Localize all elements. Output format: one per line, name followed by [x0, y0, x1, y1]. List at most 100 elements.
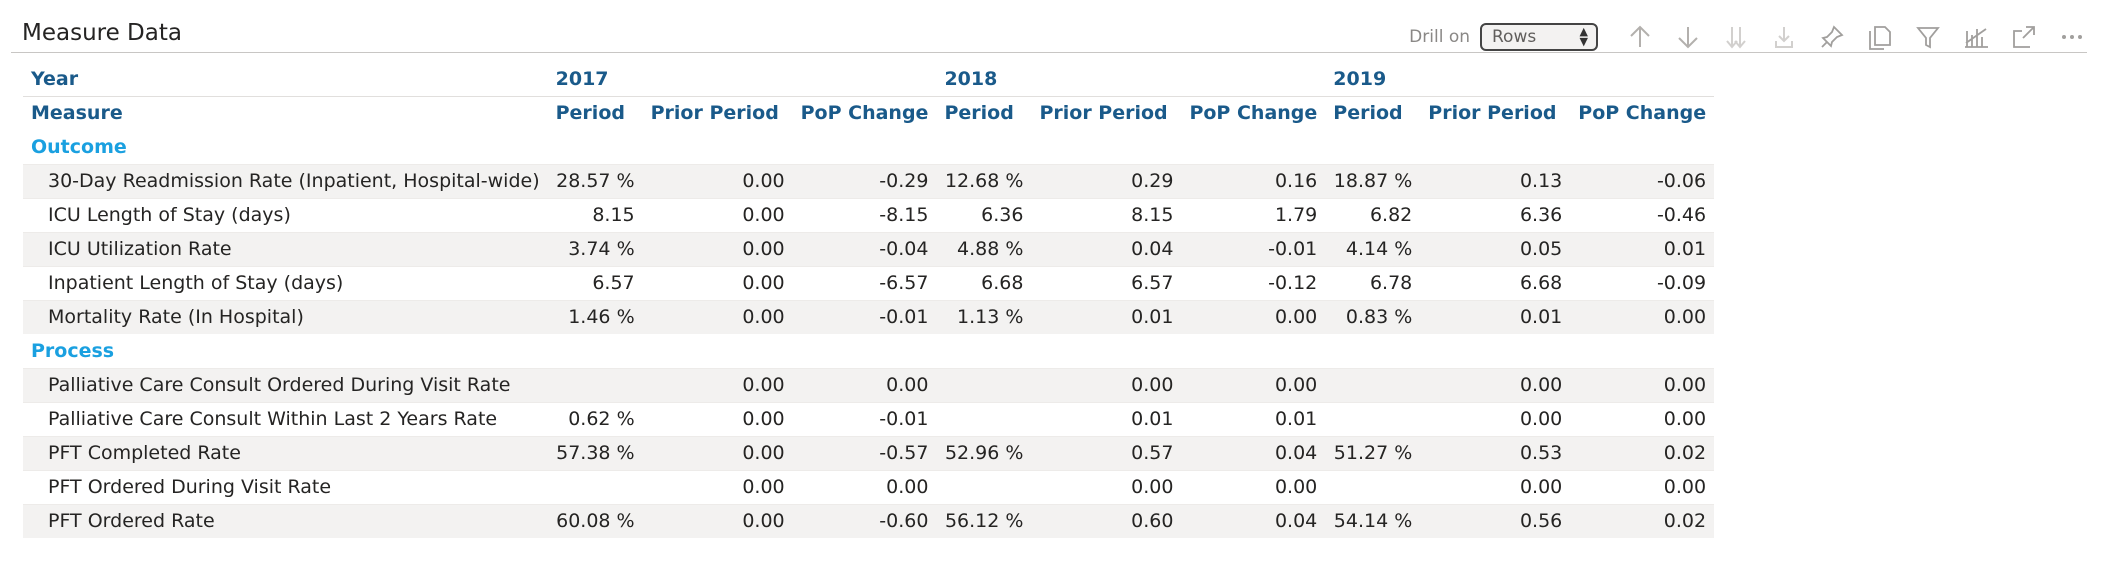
- value-cell: 0.57: [1031, 435, 1182, 470]
- value-cell: -0.09: [1570, 265, 1715, 300]
- visual-header-toolbar: Drill on Rows ▲ ▼: [1409, 20, 2096, 54]
- value-cell: [936, 469, 1032, 504]
- value-cell: 1.13 %: [936, 299, 1032, 334]
- year-header-label[interactable]: Year: [23, 62, 548, 97]
- value-cell: 0.00: [1181, 299, 1326, 334]
- table-row[interactable]: Mortality Rate (In Hospital) 1.46 % 0.00 -0…: [23, 299, 1715, 334]
- value-cell: 0.00: [1420, 401, 1571, 436]
- year-2017-header[interactable]: 2017: [547, 62, 937, 97]
- value-cell: 0.01: [1570, 231, 1715, 266]
- value-cell: 54.14 %: [1325, 503, 1421, 538]
- column-header-pop-change[interactable]: PoP Change: [1578, 102, 1707, 125]
- arrow-up-icon[interactable]: [1616, 20, 1664, 54]
- value-cell: -0.06: [1570, 163, 1715, 198]
- value-cell: 0.04: [1181, 435, 1326, 470]
- value-cell: 0.00: [1570, 299, 1715, 334]
- table-row[interactable]: PFT Completed Rate 57.38 % 0.00 -0.57 52.96 …: [23, 435, 1715, 470]
- table-row[interactable]: Inpatient Length of Stay (days) 6.57 0.00-…: [23, 265, 1715, 300]
- value-cell: -0.46: [1570, 197, 1715, 232]
- table-row[interactable]: ICU Utilization Rate 3.74 % 0.00 -0.04 4.88 …: [23, 231, 1715, 266]
- value-cell: 0.02: [1570, 503, 1715, 538]
- value-cell: -0.01: [1181, 231, 1326, 266]
- value-cell: 0.00: [642, 367, 793, 402]
- value-cell: 4.14 %: [1325, 231, 1421, 266]
- analytics-icon[interactable]: [1952, 20, 2000, 54]
- value-cell: 0.56: [1420, 503, 1571, 538]
- value-cell: 18.87 %: [1325, 163, 1421, 198]
- value-cell: 6.82: [1325, 197, 1421, 232]
- value-cell: 8.15: [1031, 197, 1182, 232]
- value-cell: 0.16: [1181, 163, 1326, 198]
- column-header-period[interactable]: Period: [555, 102, 625, 125]
- value-cell: 52.96 %: [936, 435, 1032, 470]
- group-empty-cell: [548, 334, 643, 368]
- drill-on-select[interactable]: Rows ▲ ▼: [1480, 23, 1598, 51]
- group-empty-cell: [1031, 130, 1181, 164]
- copy-icon[interactable]: [1856, 20, 1904, 54]
- value-cell: 6.57: [1031, 265, 1182, 300]
- column-header-prior-period[interactable]: Prior Period: [1039, 102, 1168, 125]
- value-cell: 0.00: [642, 163, 793, 198]
- group-empty-cell: [1570, 130, 1714, 164]
- table-row[interactable]: PFT Ordered During Visit Rate 0.00 0.00 0.0…: [23, 469, 1715, 504]
- year-2018-header[interactable]: 2018: [936, 62, 1326, 97]
- value-cell: 3.74 %: [547, 231, 643, 266]
- table-row[interactable]: Palliative Care Consult Ordered During V…: [23, 367, 1715, 402]
- group-empty-cell: [643, 130, 793, 164]
- column-header-prior-period[interactable]: Prior Period: [650, 102, 779, 125]
- value-cell: 0.00: [1570, 401, 1715, 436]
- value-cell: 0.04: [1181, 503, 1326, 538]
- value-cell: 0.04: [1031, 231, 1182, 266]
- value-cell: 28.57 %: [547, 163, 643, 198]
- value-cell: [1325, 367, 1421, 402]
- group-empty-cell: [1181, 130, 1325, 164]
- group-empty-cell: [1181, 334, 1325, 368]
- group-empty-cell: [643, 334, 793, 368]
- value-cell: [1325, 401, 1421, 436]
- measure-name-cell: Palliative Care Consult Ordered During V…: [23, 367, 548, 402]
- focus-mode-icon[interactable]: [2000, 20, 2048, 54]
- filter-icon[interactable]: [1904, 20, 1952, 54]
- value-cell: -0.29: [792, 163, 937, 198]
- value-cell: 0.00: [642, 299, 793, 334]
- value-cell: -0.01: [792, 299, 937, 334]
- double-arrow-down-icon[interactable]: [1712, 20, 1760, 54]
- group-empty-cell: [793, 334, 937, 368]
- value-cell: [936, 367, 1032, 402]
- group-header[interactable]: Process: [31, 339, 115, 362]
- value-cell: -0.60: [792, 503, 937, 538]
- drill-on-label: Drill on: [1409, 27, 1470, 47]
- column-header-pop-change[interactable]: PoP Change: [1189, 102, 1318, 125]
- value-cell: 0.62 %: [547, 401, 643, 436]
- group-header[interactable]: Outcome: [31, 135, 127, 158]
- column-header-period[interactable]: Period: [1333, 102, 1403, 125]
- table-row[interactable]: Palliative Care Consult Within Last 2 Ye…: [23, 401, 1715, 436]
- value-cell: [547, 469, 643, 504]
- value-cell: 6.78: [1325, 265, 1421, 300]
- column-header-pop-change[interactable]: PoP Change: [800, 102, 929, 125]
- column-header-prior-period[interactable]: Prior Period: [1428, 102, 1557, 125]
- group-row: Process: [23, 334, 1714, 368]
- arrow-down-icon[interactable]: [1664, 20, 1712, 54]
- value-cell: 0.00: [642, 401, 793, 436]
- measure-name-cell: PFT Completed Rate: [23, 435, 548, 470]
- year-2019-header[interactable]: 2019: [1325, 62, 1715, 97]
- measure-header-label[interactable]: Measure: [31, 102, 123, 125]
- measure-name-cell: Inpatient Length of Stay (days): [23, 265, 548, 300]
- group-empty-cell: [1325, 130, 1420, 164]
- value-cell: 6.68: [936, 265, 1032, 300]
- value-cell: 0.00: [792, 469, 937, 504]
- value-cell: -8.15: [792, 197, 937, 232]
- column-header-period[interactable]: Period: [944, 102, 1014, 125]
- pin-icon[interactable]: [1808, 20, 1856, 54]
- expand-down-icon[interactable]: [1760, 20, 1808, 54]
- value-cell: 0.00: [1031, 469, 1182, 504]
- value-cell: 0.00: [642, 503, 793, 538]
- table-row[interactable]: PFT Ordered Rate 60.08 % 0.00 -0.60 56.12 % 0…: [23, 503, 1715, 538]
- table-row[interactable]: ICU Length of Stay (days) 8.15 0.00 -8.15 6.…: [23, 197, 1715, 232]
- measure-header-row: Measure Period Prior Period PoP Change P…: [23, 96, 1714, 130]
- value-cell: 0.00: [1570, 367, 1715, 402]
- table-row[interactable]: 30-Day Readmission Rate (Inpatient, Hosp…: [23, 163, 1715, 198]
- measure-name-cell: Palliative Care Consult Within Last 2 Ye…: [23, 401, 548, 436]
- more-options-icon[interactable]: [2048, 20, 2096, 54]
